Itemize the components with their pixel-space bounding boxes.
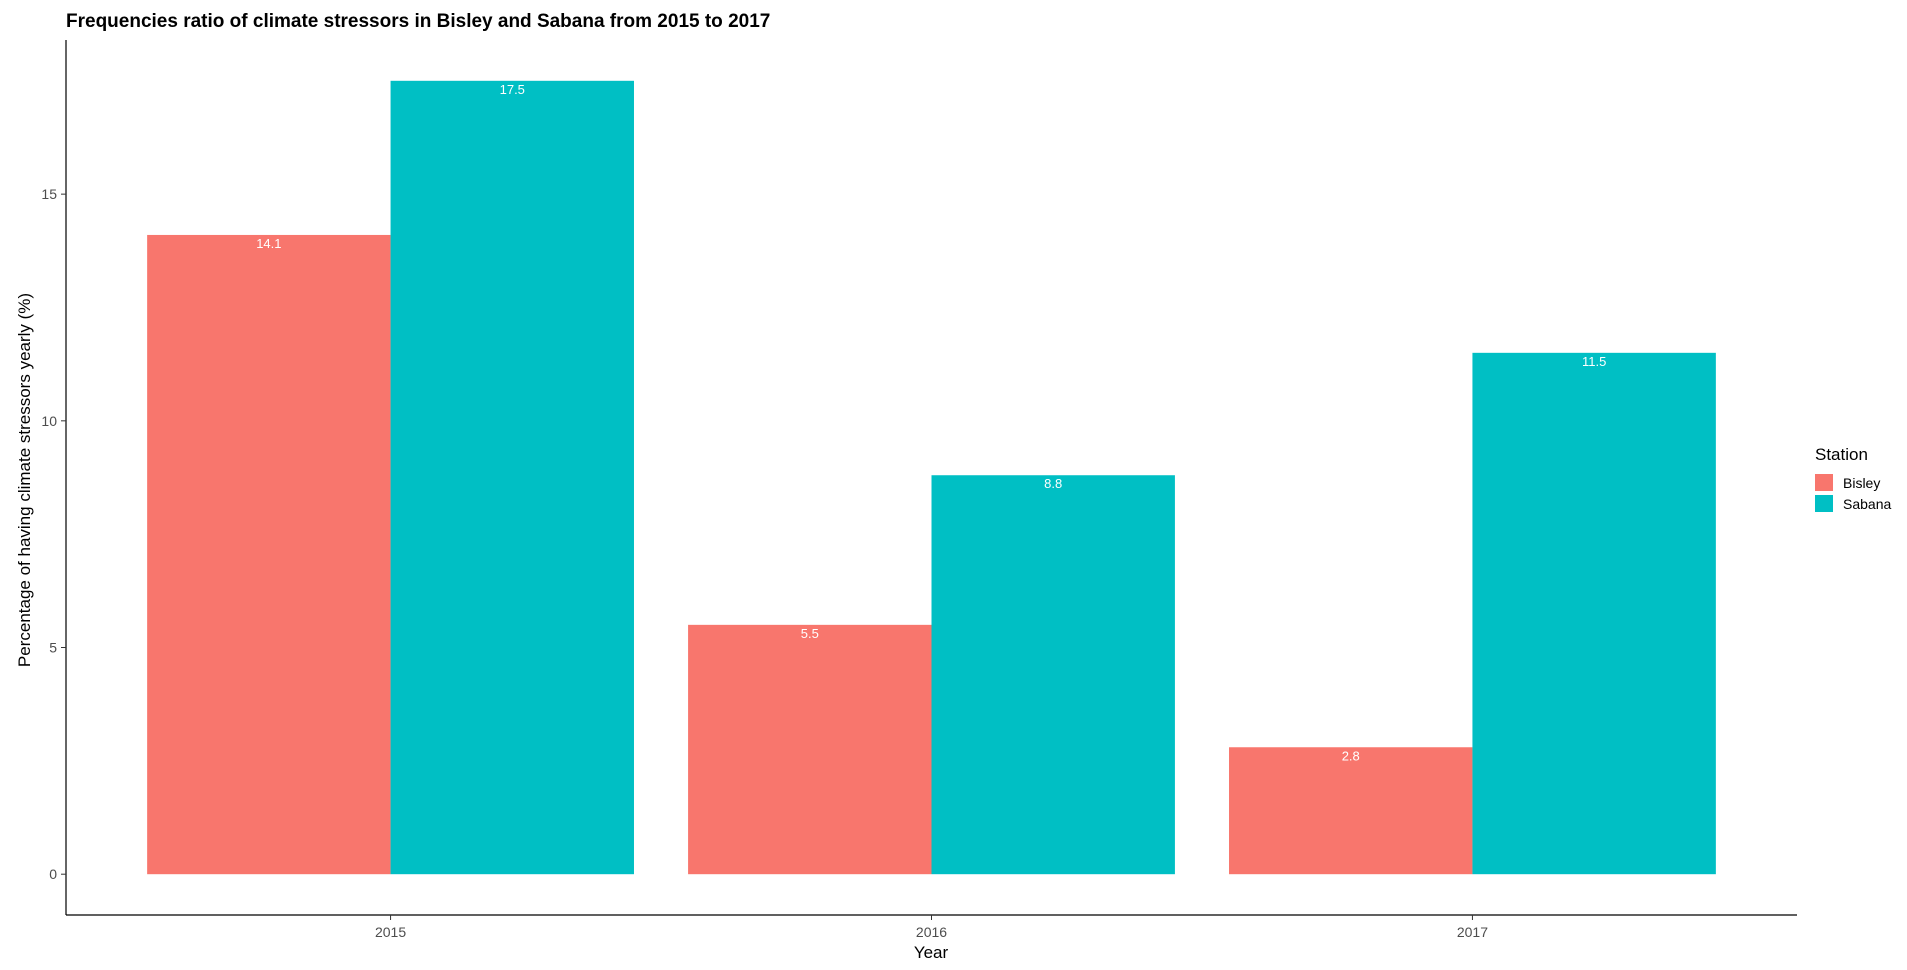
legend-swatch-bisley: [1815, 474, 1833, 491]
bar-label-sabana-2016: 8.8: [1044, 476, 1062, 491]
bar-sabana-2017: [1472, 352, 1716, 875]
x-tick-label: 2016: [916, 924, 947, 940]
x-tick-label: 2017: [1457, 924, 1488, 940]
chart-title: Frequencies ratio of climate stressors i…: [66, 11, 770, 32]
bar-label-bisley-2015: 14.1: [256, 236, 281, 251]
legend-swatch-sabana: [1815, 495, 1833, 512]
bar-bisley-2017: [1229, 747, 1473, 875]
y-tick-label: 5: [49, 640, 57, 656]
x-axis-ticks: 2015 2016 2017: [375, 915, 1488, 940]
y-tick-label: 0: [49, 866, 57, 882]
bars: [147, 80, 1716, 875]
bar-bisley-2016: [688, 624, 932, 875]
bar-sabana-2015: [390, 80, 634, 875]
bar-labels: 14.1 5.5 2.8 17.5 8.8 11.5: [256, 82, 1606, 763]
bar-label-sabana-2015: 17.5: [500, 82, 525, 97]
y-tick-label: 15: [41, 186, 57, 202]
y-tick-label: 10: [41, 413, 57, 429]
legend: Station Bisley Sabana: [1815, 445, 1891, 512]
bar-label-bisley-2017: 2.8: [1342, 748, 1360, 763]
legend-label-bisley: Bisley: [1843, 475, 1880, 491]
x-tick-label: 2015: [375, 924, 406, 940]
y-axis-title: Percentage of having climate stressors y…: [15, 293, 34, 667]
legend-label-sabana: Sabana: [1843, 496, 1891, 512]
legend-title: Station: [1815, 445, 1868, 464]
legend-items: Bisley Sabana: [1815, 474, 1891, 512]
bar-label-sabana-2017: 11.5: [1582, 354, 1606, 369]
bar-label-bisley-2016: 5.5: [801, 626, 819, 641]
x-axis-title: Year: [914, 943, 949, 962]
bar-sabana-2016: [931, 475, 1175, 875]
y-axis-ticks: 0 5 10 15: [41, 186, 66, 882]
bar-bisley-2015: [147, 234, 391, 875]
